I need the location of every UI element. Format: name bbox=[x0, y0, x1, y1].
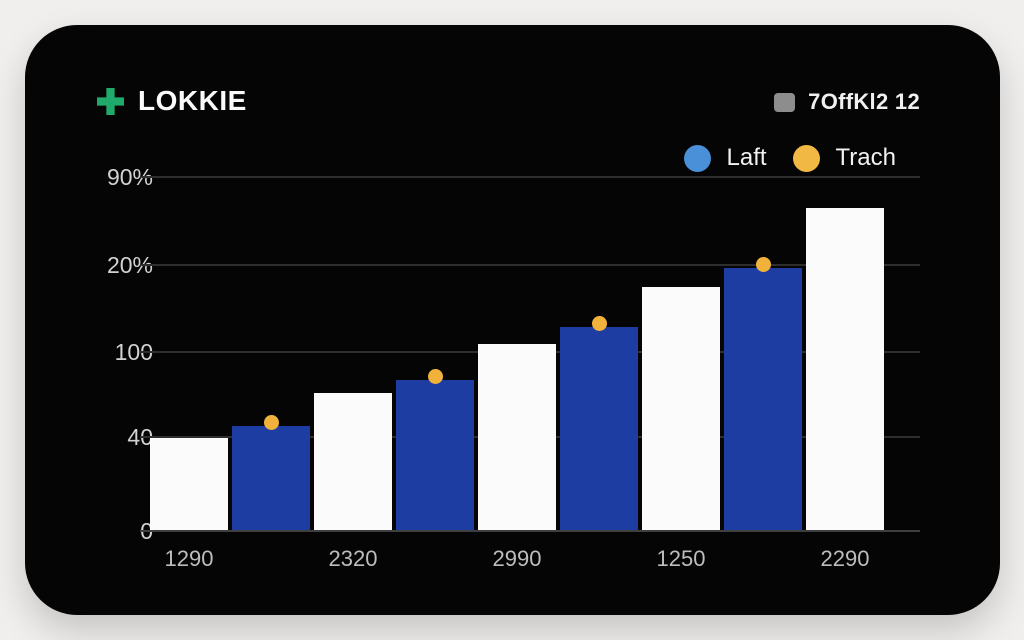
x-tick-label: 1290 bbox=[164, 546, 214, 571]
plus-icon bbox=[97, 87, 124, 115]
legend-item-laft[interactable]: Laft bbox=[683, 144, 767, 172]
bar-trach[interactable] bbox=[560, 327, 638, 531]
bar-laft[interactable] bbox=[314, 393, 392, 531]
legend: Laft Trach bbox=[683, 144, 896, 172]
data-point-marker[interactable] bbox=[263, 414, 279, 430]
data-point-marker[interactable] bbox=[591, 315, 607, 331]
x-tick-label: 1250 bbox=[656, 546, 706, 571]
legend-label: Trach bbox=[835, 144, 896, 171]
x-tick-label: 2320 bbox=[328, 546, 378, 571]
data-point-marker[interactable] bbox=[755, 256, 771, 272]
chart-card: LOKKIE 7OffKl2 12 Laft Trach 90% 20% 100 40… bbox=[25, 25, 1000, 615]
bar-laft[interactable] bbox=[642, 287, 720, 531]
bar-trach[interactable] bbox=[232, 426, 310, 531]
bar-trach[interactable] bbox=[396, 380, 474, 531]
gridline bbox=[140, 176, 920, 178]
logo: LOKKIE bbox=[97, 85, 247, 117]
meta-text: 7OffKl2 12 bbox=[808, 89, 920, 114]
bar-laft[interactable] bbox=[150, 438, 228, 531]
data-point-marker[interactable] bbox=[427, 368, 443, 384]
logo-text: LOKKIE bbox=[138, 85, 247, 116]
legend-item-trach[interactable]: Trach bbox=[792, 144, 896, 172]
legend-label: Laft bbox=[726, 144, 767, 171]
bar-laft[interactable] bbox=[478, 344, 556, 531]
x-tick-label: 2990 bbox=[492, 546, 542, 571]
legend-dot-blue bbox=[683, 144, 711, 172]
gridline bbox=[140, 264, 920, 266]
legend-dot-yellow bbox=[792, 144, 820, 172]
x-tick-label: 2290 bbox=[820, 546, 870, 571]
square-icon bbox=[774, 92, 796, 112]
bar-trach[interactable] bbox=[724, 268, 802, 531]
x-axis-line bbox=[140, 530, 920, 532]
bar-laft[interactable] bbox=[806, 208, 884, 531]
meta: 7OffKl2 12 bbox=[774, 89, 920, 115]
